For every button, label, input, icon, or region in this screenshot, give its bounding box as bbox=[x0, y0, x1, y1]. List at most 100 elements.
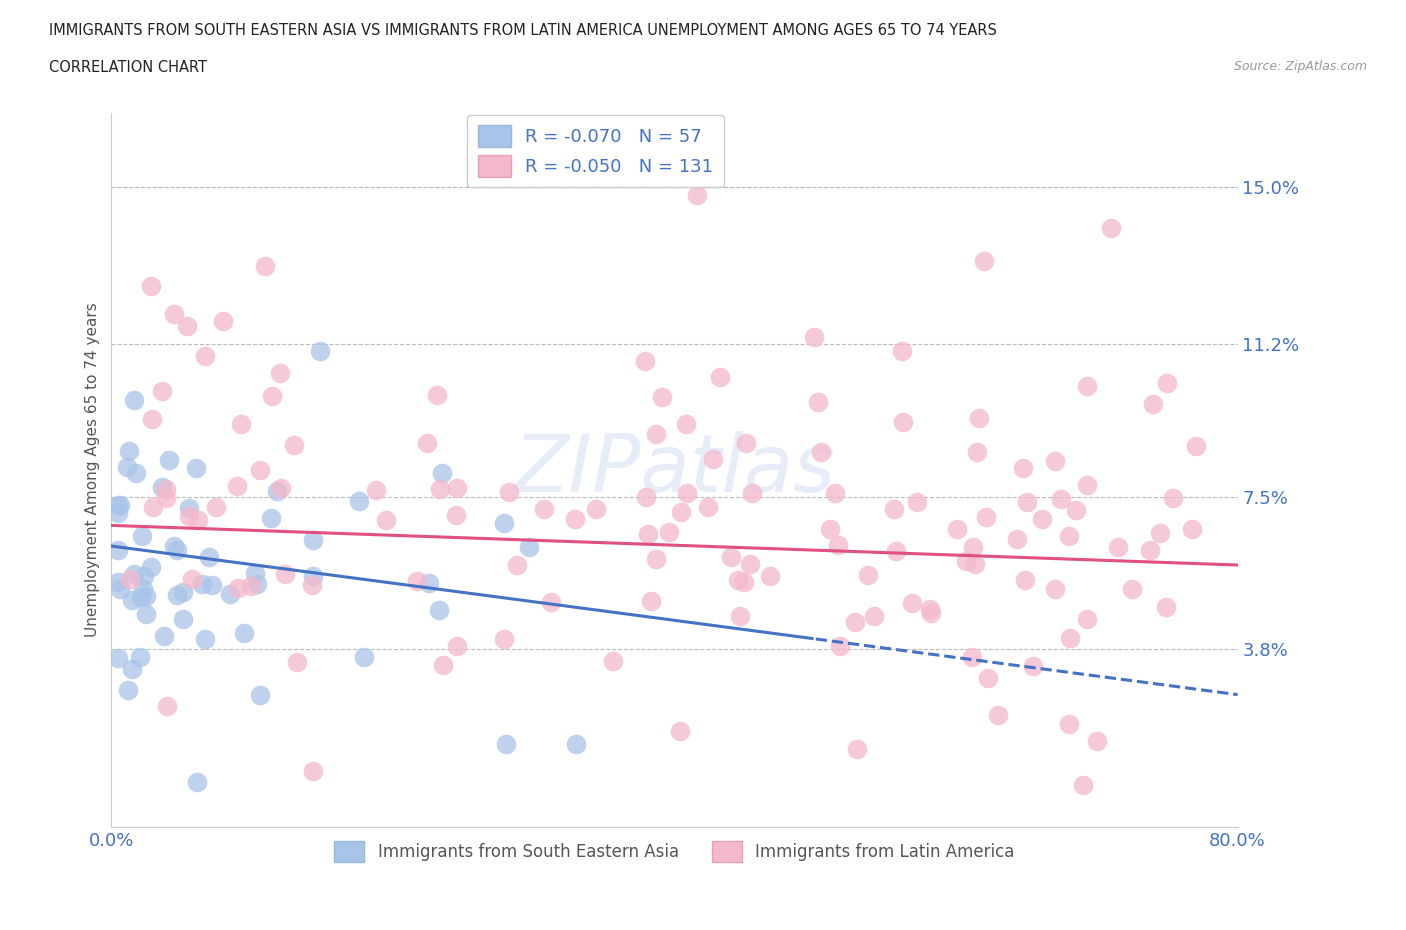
Point bbox=[1071, 778, 1094, 793]
Point bbox=[1156, 375, 1178, 390]
Point bbox=[121, 592, 143, 607]
Point bbox=[186, 460, 208, 475]
Point bbox=[1161, 490, 1184, 505]
Point bbox=[827, 538, 849, 552]
Point bbox=[1121, 581, 1143, 596]
Text: CORRELATION CHART: CORRELATION CHART bbox=[49, 60, 207, 75]
Point bbox=[675, 485, 697, 500]
Point bbox=[945, 522, 967, 537]
Point bbox=[115, 459, 138, 474]
Point bbox=[735, 435, 758, 450]
Point bbox=[118, 444, 141, 458]
Point bbox=[807, 395, 830, 410]
Point bbox=[963, 556, 986, 571]
Point bbox=[153, 629, 176, 644]
Point bbox=[886, 543, 908, 558]
Point bbox=[740, 556, 762, 571]
Point bbox=[495, 737, 517, 751]
Point bbox=[134, 568, 156, 583]
Point bbox=[960, 650, 983, 665]
Point bbox=[1057, 528, 1080, 543]
Point bbox=[634, 489, 657, 504]
Point bbox=[492, 631, 515, 646]
Point bbox=[243, 565, 266, 580]
Point bbox=[844, 615, 866, 630]
Point bbox=[741, 485, 763, 500]
Point bbox=[686, 188, 709, 203]
Point bbox=[107, 542, 129, 557]
Point bbox=[302, 764, 325, 778]
Point bbox=[155, 482, 177, 497]
Point bbox=[1185, 439, 1208, 454]
Point bbox=[107, 506, 129, 521]
Point bbox=[110, 581, 132, 596]
Point bbox=[669, 724, 692, 738]
Point bbox=[1022, 658, 1045, 673]
Text: IMMIGRANTS FROM SOUTH EASTERN ASIA VS IMMIGRANTS FROM LATIN AMERICA UNEMPLOYMENT: IMMIGRANTS FROM SOUTH EASTERN ASIA VS IM… bbox=[49, 23, 997, 38]
Point bbox=[302, 533, 325, 548]
Point bbox=[132, 582, 155, 597]
Point bbox=[1076, 379, 1098, 393]
Point bbox=[285, 655, 308, 670]
Point bbox=[125, 465, 148, 480]
Point bbox=[107, 574, 129, 589]
Point bbox=[1087, 734, 1109, 749]
Point bbox=[987, 708, 1010, 723]
Point bbox=[353, 649, 375, 664]
Point bbox=[645, 551, 668, 566]
Point bbox=[162, 307, 184, 322]
Point bbox=[727, 572, 749, 587]
Point bbox=[697, 499, 720, 514]
Point bbox=[891, 415, 914, 430]
Point bbox=[533, 501, 555, 516]
Point bbox=[135, 606, 157, 621]
Point bbox=[709, 370, 731, 385]
Point bbox=[254, 259, 277, 273]
Point bbox=[955, 553, 977, 568]
Point bbox=[1017, 495, 1039, 510]
Point bbox=[181, 571, 204, 586]
Point bbox=[155, 491, 177, 506]
Point bbox=[108, 498, 131, 512]
Point bbox=[444, 507, 467, 522]
Point bbox=[129, 650, 152, 665]
Point bbox=[733, 575, 755, 590]
Text: Source: ZipAtlas.com: Source: ZipAtlas.com bbox=[1233, 60, 1367, 73]
Point bbox=[883, 502, 905, 517]
Point bbox=[135, 589, 157, 604]
Point bbox=[675, 417, 697, 432]
Point bbox=[1012, 460, 1035, 475]
Point bbox=[107, 650, 129, 665]
Point bbox=[122, 566, 145, 581]
Point bbox=[117, 683, 139, 698]
Point bbox=[973, 254, 995, 269]
Point bbox=[211, 313, 233, 328]
Point bbox=[702, 452, 724, 467]
Point bbox=[246, 577, 269, 591]
Point bbox=[375, 512, 398, 527]
Point bbox=[301, 578, 323, 592]
Point bbox=[166, 588, 188, 603]
Point bbox=[150, 479, 173, 494]
Point bbox=[1059, 631, 1081, 645]
Point bbox=[139, 560, 162, 575]
Point bbox=[229, 417, 252, 432]
Point bbox=[820, 521, 842, 536]
Y-axis label: Unemployment Among Ages 65 to 74 years: Unemployment Among Ages 65 to 74 years bbox=[86, 302, 100, 637]
Point bbox=[446, 638, 468, 653]
Point bbox=[432, 658, 454, 672]
Point bbox=[720, 550, 742, 565]
Point bbox=[640, 593, 662, 608]
Point bbox=[858, 567, 880, 582]
Point bbox=[976, 510, 998, 525]
Point bbox=[232, 626, 254, 641]
Point bbox=[1064, 502, 1087, 517]
Point bbox=[260, 389, 283, 404]
Point bbox=[585, 502, 607, 517]
Point bbox=[565, 737, 588, 751]
Point bbox=[429, 482, 451, 497]
Point bbox=[269, 365, 291, 380]
Point bbox=[283, 438, 305, 453]
Point bbox=[131, 529, 153, 544]
Point bbox=[406, 573, 429, 588]
